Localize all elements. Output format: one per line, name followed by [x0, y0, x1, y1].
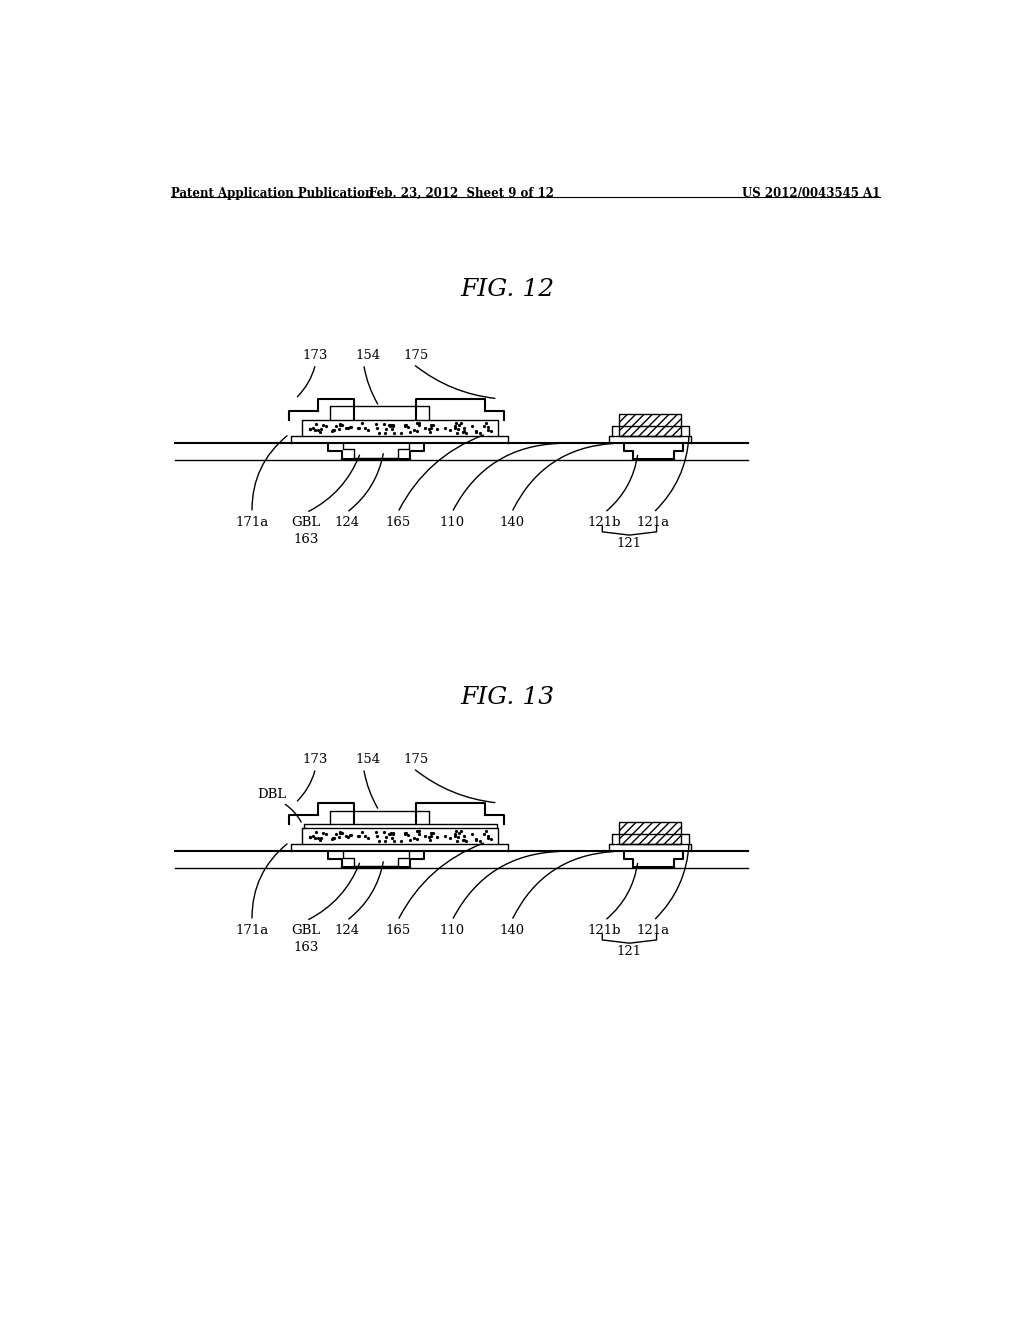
Text: 121b: 121b — [588, 924, 622, 937]
Text: FIG. 13: FIG. 13 — [461, 686, 555, 709]
Text: 140: 140 — [499, 924, 524, 937]
Text: 165: 165 — [385, 924, 411, 937]
Text: 121: 121 — [616, 537, 642, 550]
Text: 171a: 171a — [236, 516, 268, 529]
Text: FIG. 12: FIG. 12 — [461, 277, 555, 301]
Text: 171a: 171a — [236, 924, 268, 937]
Text: GBL: GBL — [292, 924, 321, 937]
Text: Feb. 23, 2012  Sheet 9 of 12: Feb. 23, 2012 Sheet 9 of 12 — [369, 187, 554, 199]
Text: 121: 121 — [616, 945, 642, 958]
Text: 110: 110 — [439, 516, 465, 529]
Text: 175: 175 — [403, 348, 429, 362]
Text: 165: 165 — [385, 516, 411, 529]
Text: 140: 140 — [499, 516, 524, 529]
Text: 154: 154 — [355, 752, 381, 766]
Text: Patent Application Publication: Patent Application Publication — [171, 187, 373, 199]
Text: 175: 175 — [403, 752, 429, 766]
Text: 163: 163 — [294, 533, 318, 545]
FancyBboxPatch shape — [620, 414, 681, 436]
Text: 173: 173 — [303, 752, 329, 766]
Text: 121a: 121a — [637, 516, 670, 529]
Text: 124: 124 — [334, 516, 359, 529]
Text: 154: 154 — [355, 348, 381, 362]
Text: GBL: GBL — [292, 516, 321, 529]
Text: US 2012/0043545 A1: US 2012/0043545 A1 — [741, 187, 880, 199]
Text: 121b: 121b — [588, 516, 622, 529]
Text: 124: 124 — [334, 924, 359, 937]
Text: DBL: DBL — [257, 788, 286, 801]
Text: 173: 173 — [303, 348, 329, 362]
Text: 163: 163 — [294, 941, 318, 954]
FancyBboxPatch shape — [620, 822, 681, 843]
Text: 121a: 121a — [637, 924, 670, 937]
Text: 110: 110 — [439, 924, 465, 937]
